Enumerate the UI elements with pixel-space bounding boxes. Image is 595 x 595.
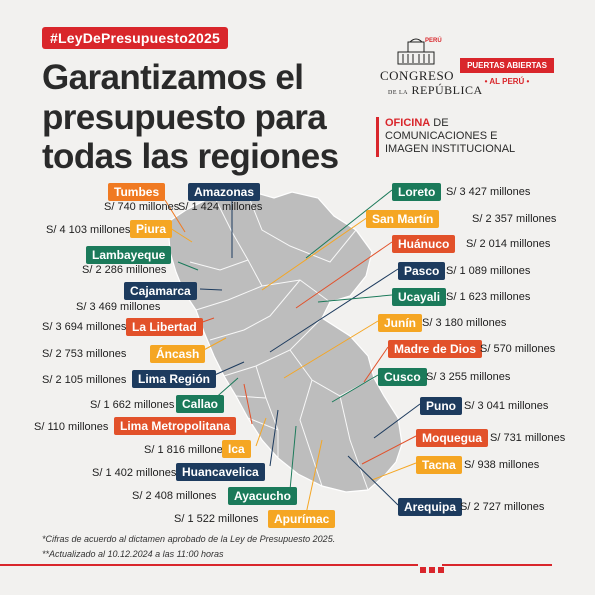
region-amount-huancavelica: S/ 1 402 millones xyxy=(92,467,177,479)
leader-tumbes xyxy=(164,199,186,233)
leader-lambayeque xyxy=(177,261,199,271)
leader-puno xyxy=(373,403,421,439)
oficina-line-2: COMUNICACIONES E xyxy=(385,130,498,143)
peru-shape xyxy=(167,189,403,493)
hashtag-badge: #LeyDePresupuesto2025 xyxy=(42,27,228,49)
region-amount-cusco: S/ 3 255 millones xyxy=(426,371,511,383)
oficina-de: DE xyxy=(430,117,449,129)
region-label-lambayeque: Lambayeque xyxy=(86,246,172,264)
region-amount-callao: S/ 1 662 millones xyxy=(90,399,175,411)
footer-dots xyxy=(420,560,447,578)
leader-san-martin xyxy=(261,216,369,291)
region-amount-lambayeque: S/ 2 286 millones xyxy=(82,264,167,276)
logo-country: PERÚ xyxy=(425,38,442,44)
region-label-callao: Callao xyxy=(176,395,225,413)
region-amount-apurimac: S/ 1 522 millones xyxy=(174,513,259,525)
region-amount-tumbes: S/ 740 millones xyxy=(104,201,180,213)
headline-line-3: todas las regiones xyxy=(42,137,339,177)
leader-huancavelica xyxy=(269,409,279,467)
footnote-2: **Actualizado al 10.12.2024 a las 11:00 … xyxy=(42,549,224,559)
region-label-piura: Piura xyxy=(130,220,173,238)
region-amount-ancash: S/ 2 753 millones xyxy=(42,348,127,360)
region-label-madre-de-dios: Madre de Dios xyxy=(388,340,483,358)
region-label-arequipa: Arequipa xyxy=(398,498,463,516)
puertas-abiertas-bottom: • AL PERÚ • xyxy=(484,77,530,86)
region-amount-ica: S/ 1 816 millones xyxy=(144,444,229,456)
region-label-moquegua: Moquegua xyxy=(416,429,488,447)
region-amount-junin: S/ 3 180 millones xyxy=(422,317,507,329)
region-label-ancash: Áncash xyxy=(150,345,206,363)
leader-moquegua xyxy=(361,435,417,465)
region-amount-loreto: S/ 3 427 millones xyxy=(446,186,531,198)
region-borders xyxy=(189,189,375,491)
leader-pasco xyxy=(269,268,399,353)
leader-cusco xyxy=(331,374,379,403)
region-amount-puno: S/ 3 041 millones xyxy=(464,400,549,412)
leader-madre-de-dios xyxy=(363,346,389,383)
region-amount-la-libertad: S/ 3 694 millones xyxy=(42,321,127,333)
region-amount-lima-region: S/ 2 105 millones xyxy=(42,374,127,386)
region-label-san-martin: San Martín xyxy=(366,210,440,228)
region-amount-ucayali: S/ 1 623 millones xyxy=(446,291,531,303)
leader-arequipa xyxy=(347,455,399,506)
region-amount-moquegua: S/ 731 millones xyxy=(490,432,566,444)
region-amount-amazonas: S/ 1 424 millones xyxy=(178,201,263,213)
region-amount-piura: S/ 4 103 millones xyxy=(46,224,131,236)
region-amount-cajamarca: S/ 3 469 millones xyxy=(76,301,161,313)
leader-ayacucho xyxy=(289,425,297,491)
headline-line-1: Garantizamos el xyxy=(42,58,304,97)
region-label-ica: Ica xyxy=(222,440,251,458)
region-amount-tacna: S/ 938 millones xyxy=(464,459,540,471)
region-label-ayacucho: Ayacucho xyxy=(228,487,297,505)
region-label-tacna: Tacna xyxy=(416,456,462,474)
leader-loreto xyxy=(305,189,393,259)
logo-congreso: CONGRESO xyxy=(380,68,455,83)
region-label-tumbes: Tumbes xyxy=(108,183,166,201)
region-amount-ayacucho: S/ 2 408 millones xyxy=(132,490,217,502)
region-label-cajamarca: Cajamarca xyxy=(124,282,197,300)
region-label-amazonas: Amazonas xyxy=(188,183,261,201)
region-label-cusco: Cusco xyxy=(378,368,427,386)
headline-line-2: presupuesto para xyxy=(42,97,327,137)
region-label-lima-region: Lima Región xyxy=(132,370,217,388)
region-amount-pasco: S/ 1 089 millones xyxy=(446,265,531,277)
region-label-ucayali: Ucayali xyxy=(392,288,447,306)
region-label-huancavelica: Huancavelica xyxy=(176,463,265,481)
region-label-apurimac: Apurímac xyxy=(268,510,336,528)
leader-tacna xyxy=(371,462,417,481)
region-amount-arequipa: S/ 2 727 millones xyxy=(460,501,545,513)
leader-huanuco xyxy=(295,241,393,309)
oficina-highlight: OFICINA xyxy=(385,117,431,129)
congress-building-icon xyxy=(397,38,435,65)
region-label-la-libertad: La Libertad xyxy=(126,318,203,336)
logo-republica: DE LA REPÚBLICA xyxy=(388,83,483,97)
region-label-puno: Puno xyxy=(420,397,462,415)
region-label-lima-metro: Lima Metropolitana xyxy=(114,417,237,435)
footer-rule-left xyxy=(0,564,418,566)
leader-piura xyxy=(169,227,193,243)
region-amount-lima-metro: S/ 110 millones xyxy=(34,421,109,433)
footnote-1: *Cifras de acuerdo al dictamen aprobado … xyxy=(42,534,336,544)
leader-apurimac xyxy=(305,439,323,515)
leader-ucayali xyxy=(317,294,393,303)
region-label-loreto: Loreto xyxy=(392,183,442,201)
oficina-label: OFICINA DE COMUNICACIONES E IMAGEN INSTI… xyxy=(376,117,515,157)
region-amount-madre-de-dios: S/ 570 millones xyxy=(480,343,556,355)
headline: Garantizamos el presupuesto para todas l… xyxy=(42,58,362,177)
leader-cajamarca xyxy=(199,288,223,291)
leader-junin xyxy=(283,320,379,379)
region-label-junin: Junín xyxy=(378,314,422,332)
region-amount-san-martin: S/ 2 357 millones xyxy=(472,213,557,225)
puertas-abiertas-badge: PUERTAS ABIERTAS • AL PERÚ • xyxy=(460,58,554,86)
puertas-abiertas-top: PUERTAS ABIERTAS xyxy=(460,58,554,73)
region-label-pasco: Pasco xyxy=(398,262,446,280)
leader-lima-metro xyxy=(243,383,253,425)
leader-ica xyxy=(255,417,267,447)
region-label-huanuco: Huánuco xyxy=(392,235,456,253)
footer-rule-right xyxy=(442,564,552,566)
region-amount-huanuco: S/ 2 014 millones xyxy=(466,238,551,250)
leader-lines xyxy=(164,189,421,515)
oficina-line-3: IMAGEN INSTITUCIONAL xyxy=(385,143,516,156)
